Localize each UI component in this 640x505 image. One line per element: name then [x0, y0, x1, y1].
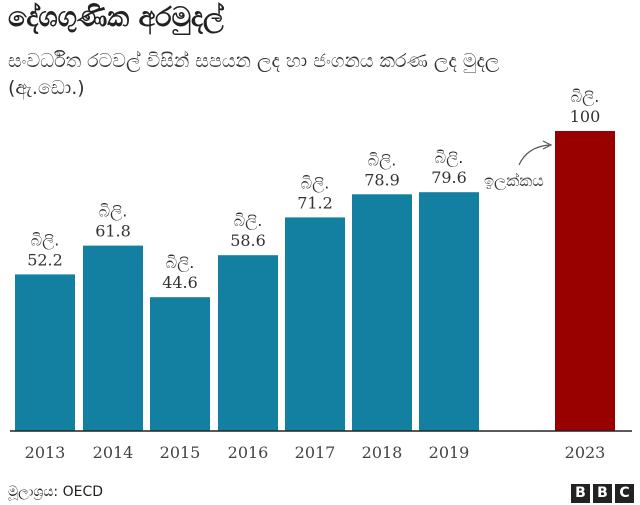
bbc-logo-letter: B: [593, 484, 612, 503]
bar: [419, 192, 479, 431]
target-annotation: ඉලක්කය: [484, 171, 544, 191]
data-label-prefix: බිලි.: [166, 253, 195, 273]
bbc-logo-letter: C: [615, 484, 634, 503]
x-tick-label: 2018: [362, 443, 403, 462]
data-label-prefix: බිලි.: [368, 150, 397, 170]
data-label-value: 79.6: [431, 168, 467, 187]
chart-subtitle: සංවර්ධිත රටවල් විසින් සපයන ලද හා ජංගනය ක…: [8, 50, 500, 99]
bar: [218, 255, 278, 431]
data-label-prefix: බිලි.: [234, 211, 263, 231]
bar-target: [555, 131, 615, 431]
data-label-value: 58.6: [230, 231, 266, 250]
data-label-prefix: බිලි.: [31, 230, 60, 250]
x-tick-label: 2019: [429, 443, 470, 462]
data-label-prefix: බිලි.: [301, 173, 330, 193]
source-note: මූලාශ්‍රය: OECD: [8, 484, 104, 500]
target-arrow-head: [542, 140, 553, 150]
data-label-value: 61.8: [95, 222, 131, 241]
x-tick-label: 2017: [295, 443, 336, 462]
x-tick-label: 2013: [25, 443, 66, 462]
x-tick-label: 2016: [228, 443, 269, 462]
bar: [352, 194, 412, 431]
bbc-logo-letter: B: [571, 484, 590, 503]
data-label-value: 78.9: [364, 170, 400, 189]
x-tick-label: 2023: [565, 443, 606, 462]
data-label-prefix: බිලි.: [435, 148, 464, 168]
bar: [15, 274, 75, 431]
chart-title: දේශගුණික අරමුදල්: [8, 2, 224, 33]
target-arrow: [518, 144, 550, 166]
data-label-prefix: බිලි.: [571, 87, 600, 107]
data-label-value: 44.6: [162, 273, 198, 292]
data-label-prefix: බිලි.: [99, 202, 128, 222]
bar: [83, 245, 143, 431]
data-label-value: 100: [570, 107, 601, 126]
bbc-logo: B B C: [571, 484, 634, 503]
x-tick-label: 2015: [160, 443, 201, 462]
x-tick-label: 2014: [93, 443, 134, 462]
data-label-value: 52.2: [27, 250, 63, 269]
data-label-value: 71.2: [297, 193, 333, 212]
bar: [285, 217, 345, 431]
bar: [150, 297, 210, 431]
